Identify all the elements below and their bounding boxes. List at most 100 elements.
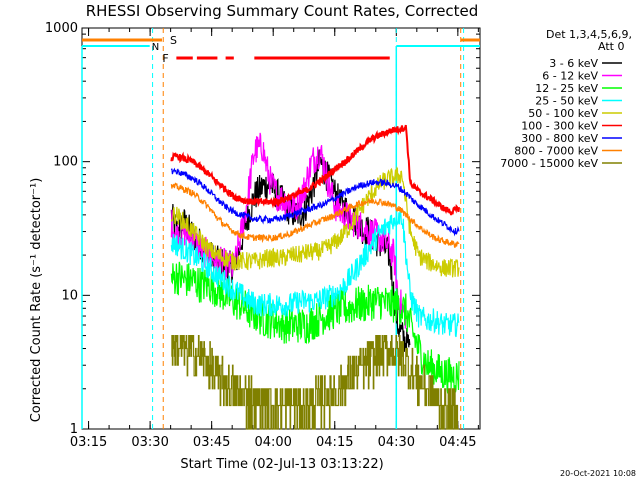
data-point xyxy=(241,214,242,215)
data-point xyxy=(282,304,283,305)
data-point xyxy=(266,167,267,168)
data-point xyxy=(365,304,366,305)
data-point xyxy=(389,130,390,131)
data-point xyxy=(274,237,275,238)
data-point xyxy=(459,227,460,228)
data-point xyxy=(426,365,427,366)
data-point xyxy=(442,324,443,325)
data-point xyxy=(209,249,210,250)
data-point xyxy=(200,284,201,285)
data-point xyxy=(299,254,300,255)
data-point xyxy=(217,217,218,218)
data-point xyxy=(171,186,172,187)
data-point xyxy=(250,311,251,312)
data-point xyxy=(340,308,341,309)
data-point xyxy=(373,242,374,243)
data-point xyxy=(348,227,349,228)
data-point xyxy=(266,320,267,321)
data-point xyxy=(274,201,275,202)
data-point xyxy=(192,178,193,179)
data-point xyxy=(451,413,452,414)
data-point xyxy=(241,199,242,200)
data-point xyxy=(209,254,210,255)
data-point xyxy=(291,196,292,197)
data-point xyxy=(171,280,172,281)
data-point xyxy=(381,182,382,183)
data-point xyxy=(373,138,374,139)
chart-title: RHESSI Observing Summary Count Rates, Co… xyxy=(86,2,479,20)
data-point xyxy=(315,320,316,321)
data-point xyxy=(406,127,407,128)
data-point xyxy=(192,351,193,352)
data-point xyxy=(209,191,210,192)
data-point xyxy=(319,150,320,151)
data-point xyxy=(373,200,374,201)
data-point xyxy=(200,249,201,250)
data-point xyxy=(184,231,185,232)
data-point xyxy=(447,242,448,243)
data-point xyxy=(200,183,201,184)
data-point xyxy=(401,356,402,357)
data-point xyxy=(266,201,267,202)
data-point xyxy=(250,201,251,202)
data-point xyxy=(348,207,349,208)
data-point xyxy=(225,206,226,207)
data-point xyxy=(356,186,357,187)
data-point xyxy=(258,219,259,220)
data-point xyxy=(250,301,251,302)
data-point xyxy=(410,295,411,296)
x-tick-label: 04:00 xyxy=(254,435,291,450)
x-tick-label: 03:30 xyxy=(131,435,168,450)
data-point xyxy=(291,304,292,305)
data-point xyxy=(176,244,177,245)
data-point xyxy=(451,211,452,212)
data-point xyxy=(414,375,415,376)
data-point xyxy=(282,199,283,200)
data-point xyxy=(200,167,201,168)
data-point xyxy=(442,373,443,374)
data-point xyxy=(459,267,460,268)
series-line xyxy=(170,167,460,237)
data-point xyxy=(365,254,366,255)
data-point xyxy=(311,161,312,162)
data-point xyxy=(254,401,255,402)
legend-label: 7000 - 15000 keV xyxy=(500,157,598,170)
data-point xyxy=(323,204,324,205)
series-group-50-100- xyxy=(170,166,460,278)
data-point xyxy=(192,254,193,255)
data-point xyxy=(209,284,210,285)
data-point xyxy=(184,174,185,175)
series-group-800-7000- xyxy=(170,182,460,248)
data-point xyxy=(365,183,366,184)
data-point xyxy=(373,182,374,183)
data-point xyxy=(401,308,402,309)
data-point xyxy=(426,196,427,197)
data-point xyxy=(233,196,234,197)
data-point xyxy=(237,249,238,250)
data-point xyxy=(192,239,193,240)
data-point xyxy=(434,264,435,265)
data-point xyxy=(348,158,349,159)
data-point xyxy=(369,231,370,232)
data-point xyxy=(389,304,390,305)
data-point xyxy=(410,231,411,232)
data-point xyxy=(332,199,333,200)
data-point xyxy=(389,183,390,184)
data-point xyxy=(352,375,353,376)
data-point xyxy=(315,301,316,302)
x-tick-label: 04:30 xyxy=(378,435,415,450)
data-point xyxy=(385,249,386,250)
data-point xyxy=(258,304,259,305)
data-point xyxy=(192,161,193,162)
data-point xyxy=(241,394,242,395)
data-point xyxy=(397,129,398,130)
data-point xyxy=(373,301,374,302)
data-point xyxy=(200,199,201,200)
data-point xyxy=(282,257,283,258)
data-point xyxy=(328,394,329,395)
data-point xyxy=(426,261,427,262)
data-point xyxy=(332,311,333,312)
data-point xyxy=(348,280,349,281)
data-point xyxy=(401,335,402,336)
data-point xyxy=(328,182,329,183)
